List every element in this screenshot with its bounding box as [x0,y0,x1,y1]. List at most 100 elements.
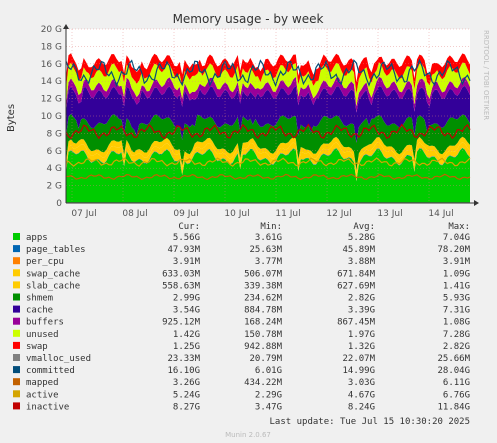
y-tick-label: 2 G [46,182,62,192]
legend-swatch [13,305,20,313]
legend-avg: 3.88M [348,257,376,267]
legend-row-page_tables: page_tables 47.93M 25.63M 45.89M 78.20M [13,245,471,255]
y-tick-label: 20 G [41,25,62,35]
legend-swatch [13,233,20,240]
area-shmem [66,113,470,171]
legend-min: 20.79M [249,354,282,364]
legend-swatch [13,366,20,374]
y-tick-label: 0 [56,199,62,209]
legend-name: inactive [26,402,69,412]
legend-min: 339.38M [244,281,283,291]
legend-swatch [13,245,20,253]
legend-name: vmalloc_used [26,354,91,364]
legend-max: 3.91M [443,257,471,267]
y-tick-label: 8 G [46,129,62,139]
legend-name: per_cpu [26,257,64,267]
legend-cur: 3.26G [173,378,200,388]
legend-avg: 14.99G [342,366,375,376]
legend-min: 3.47G [255,402,282,412]
y-axis-arrow [63,24,69,29]
legend-cur: 2.99G [173,294,200,304]
x-tick-label: 12 Jul [326,209,351,219]
area-page_tables [66,147,470,182]
line-committed [65,58,471,88]
x-tick-label: 10 Jul [224,209,249,219]
legend-avg: 867.45M [337,318,376,328]
x-tick-label: 09 Jul [173,209,198,219]
legend-row-shmem: shmem 2.99G 234.62M 2.82G 5.93G [13,293,470,304]
x-tick-label: 07 Jul [71,209,96,219]
legend-min: 25.63M [249,245,282,255]
legend-name: active [26,390,59,400]
y-tick-label: 14 G [41,77,62,87]
legend-avg: 4.67G [348,390,375,400]
area-buffers [66,76,470,113]
legend-row-apps: apps 5.56G 3.61G 5.28G 7.04G [13,233,470,243]
legend-cur: 1.25G [173,342,200,352]
legend-min: 150.78M [244,330,283,340]
legend-min: 506.07M [244,269,283,279]
legend-swatch [13,354,20,361]
legend-cur: 633.03M [162,269,201,279]
legend-header: Cur: Min: Avg: Max: [178,222,470,232]
legend-max: 1.41G [443,281,470,291]
legend-min: 942.88M [244,342,283,352]
legend-avg: 1.32G [348,342,375,352]
stacked-areas [66,53,470,203]
legend-cur: 558.63M [162,281,201,291]
legend-swatch [13,341,20,349]
y-tick-label: 18 G [41,42,62,52]
legend-header-min: Min: [260,222,282,232]
area-cache [66,85,470,143]
legend-row-active: active 5.24G 2.29G 4.67G 6.76G [13,390,470,400]
legend-name: mapped [26,378,59,388]
area-slab_cache [66,136,470,176]
legend-min: 2.29G [255,390,282,400]
legend-header-max: Max: [448,222,470,232]
legend-row-per_cpu: per_cpu 3.91M 3.77M 3.88M 3.91M [13,257,471,267]
legend-cur: 16.10G [167,366,200,376]
legend-avg: 1.97G [348,330,375,340]
legend-name: shmem [26,294,53,304]
legend-name: apps [26,233,48,243]
line-active [65,157,471,167]
y-tick-label: 6 G [46,147,62,157]
footer: Munin 2.0.67 [225,431,271,439]
legend-cur: 47.93M [167,245,200,255]
legend-row-slab_cache: slab_cache 558.63M 339.38M 627.69M 1.41G [13,281,470,291]
legend-name: unused [26,330,59,340]
last-update: Last update: Tue Jul 15 10:30:20 2025 [270,417,470,427]
legend-max: 7.28G [443,330,470,340]
legend-swatch [13,269,20,277]
y-tick-label: 4 G [46,164,62,174]
legend-avg: 5.28G [348,233,375,243]
legend-max: 2.82G [443,342,470,352]
legend-max: 7.31G [443,306,470,316]
legend-swatch [13,329,20,337]
legend-swatch [13,293,20,301]
x-tick-label: 13 Jul [377,209,402,219]
legend-min: 3.77M [255,257,283,267]
legend-max: 6.76G [443,390,470,400]
legend-name: cache [26,306,53,316]
legend-cur: 5.24G [173,390,200,400]
legend-cur: 3.54G [173,306,200,316]
legend-swatch [13,390,20,398]
legend-cur: 5.56G [173,233,200,243]
legend-row-cache: cache 3.54G 884.78M 3.39G 7.31G [13,305,470,316]
legend-cur: 8.27G [173,402,200,412]
legend-max: 1.09G [443,269,470,279]
legend-row-committed: committed 16.10G 6.01G 14.99G 28.04G [13,366,470,376]
x-axis-arrow [474,200,479,206]
legend-name: swap [26,342,48,352]
legend-max: 11.84G [437,402,470,412]
legend-max: 5.93G [443,294,470,304]
line-inactive [65,123,471,140]
legend-name: slab_cache [26,281,80,291]
legend-cur: 1.42G [173,330,200,340]
legend-avg: 627.69M [337,281,376,291]
area-unused [66,62,470,107]
legend-name: swap_cache [26,269,80,279]
legend-min: 434.22M [244,378,283,388]
y-axis-ticks: 0 2 G 4 G 6 G 8 G 10 G 12 G 14 G 16 G 18 G 20 G [41,25,63,209]
